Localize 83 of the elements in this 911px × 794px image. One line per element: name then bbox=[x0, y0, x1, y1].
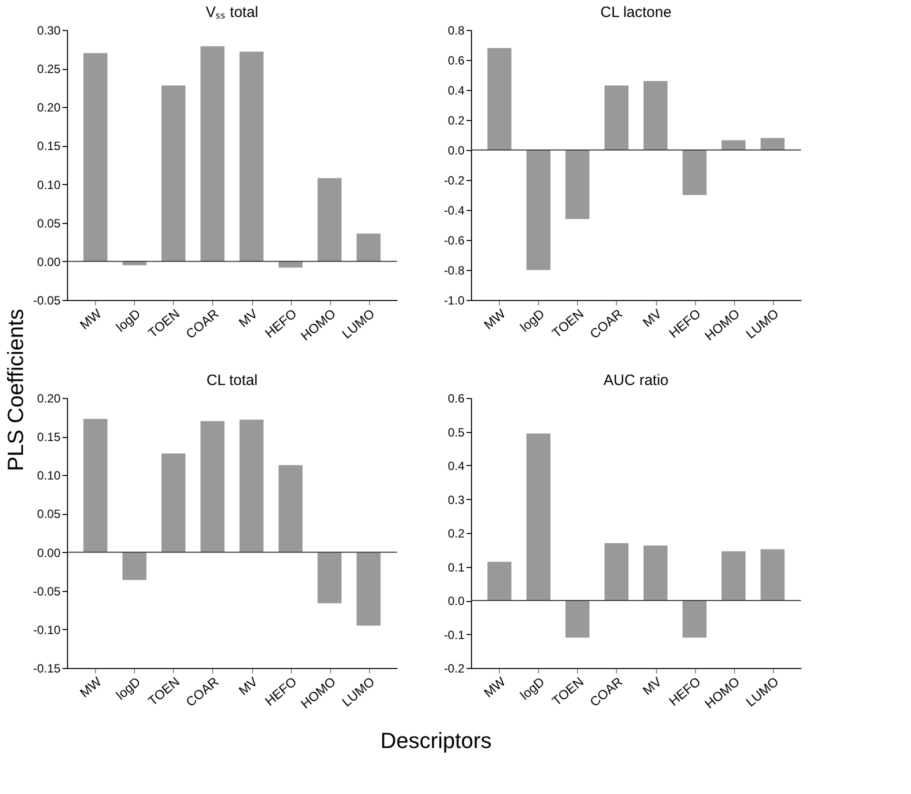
bar bbox=[682, 600, 707, 638]
y-tick-label: -0.6 bbox=[444, 234, 465, 248]
y-tick-label: 0.10 bbox=[37, 178, 61, 192]
x-tick-label: MV bbox=[236, 306, 261, 330]
x-tick-label: logD bbox=[517, 306, 548, 335]
x-tick-label: logD bbox=[113, 306, 144, 335]
bar bbox=[356, 552, 381, 626]
chart-title: CL lactone bbox=[600, 4, 672, 21]
bar bbox=[565, 150, 590, 219]
bar bbox=[722, 140, 746, 150]
y-tick-label: 0.15 bbox=[37, 139, 61, 154]
y-tick-label: 0.6 bbox=[448, 54, 465, 68]
y-tick-label: 0.0 bbox=[448, 594, 465, 608]
bar bbox=[200, 46, 224, 262]
bar bbox=[356, 234, 381, 262]
y-tick-label: -0.10 bbox=[33, 622, 61, 637]
y-tick-label: 0.20 bbox=[37, 392, 61, 406]
y-axis-title: PLS Coefficients bbox=[3, 308, 28, 472]
chart-title: AUC ratio bbox=[603, 372, 669, 389]
bar bbox=[760, 549, 785, 600]
bar bbox=[644, 545, 668, 600]
x-axis-title: Descriptors bbox=[380, 728, 492, 753]
y-tick-label: 0.00 bbox=[37, 254, 61, 269]
y-tick-label: 0.2 bbox=[448, 526, 465, 540]
y-tick-label: -0.4 bbox=[444, 204, 465, 218]
y-tick-label: 0.15 bbox=[37, 430, 61, 444]
y-tick-label: 0.30 bbox=[37, 24, 61, 38]
bar bbox=[83, 418, 108, 552]
y-tick-label: 0.5 bbox=[448, 425, 465, 440]
bar bbox=[604, 86, 628, 150]
y-tick-label: -0.15 bbox=[33, 662, 61, 676]
y-tick-label: -0.1 bbox=[444, 628, 465, 642]
x-tick-label: MW bbox=[480, 306, 509, 332]
y-tick-label: 0.3 bbox=[448, 492, 465, 507]
y-tick-label: 0.05 bbox=[37, 216, 61, 230]
chart-title: Vₛₛ total bbox=[206, 4, 258, 21]
bar bbox=[318, 552, 342, 604]
x-tick-label: MW bbox=[480, 674, 509, 700]
bar bbox=[682, 150, 707, 195]
bar bbox=[526, 433, 550, 600]
y-tick-label: 0.1 bbox=[448, 560, 465, 574]
y-tick-label: -1.0 bbox=[444, 294, 465, 308]
x-tick-label: logD bbox=[517, 674, 548, 703]
bar bbox=[526, 150, 550, 270]
bar bbox=[240, 52, 264, 262]
bar bbox=[487, 562, 512, 600]
chart-title: CL total bbox=[206, 372, 258, 389]
y-tick-label: 0.25 bbox=[37, 62, 61, 76]
y-tick-label: 0.2 bbox=[448, 114, 465, 128]
bar bbox=[760, 138, 785, 150]
x-tick-label: MV bbox=[640, 674, 665, 698]
bar bbox=[83, 53, 108, 262]
bar bbox=[200, 421, 224, 552]
y-tick-label: -0.05 bbox=[33, 294, 61, 308]
y-tick-label: -0.8 bbox=[444, 264, 465, 278]
bar bbox=[122, 552, 146, 580]
bar bbox=[565, 600, 590, 638]
x-tick-label: MV bbox=[236, 674, 261, 698]
bar bbox=[487, 48, 512, 150]
y-tick-label: -0.2 bbox=[444, 174, 465, 188]
x-tick-label: MW bbox=[76, 674, 105, 700]
x-tick-label: MW bbox=[76, 306, 105, 332]
bar bbox=[644, 81, 668, 150]
y-tick-label: 0.4 bbox=[448, 459, 465, 473]
x-tick-label: MV bbox=[640, 306, 665, 330]
y-tick-label: -0.2 bbox=[444, 662, 465, 676]
y-tick-label: 0.8 bbox=[448, 24, 465, 38]
y-tick-label: 0.05 bbox=[37, 507, 61, 522]
bar bbox=[318, 178, 342, 262]
y-tick-label: 0.0 bbox=[448, 144, 465, 158]
bar bbox=[604, 543, 628, 600]
bar bbox=[161, 86, 186, 262]
y-tick-label: 0.00 bbox=[37, 546, 61, 560]
bar bbox=[722, 551, 746, 600]
y-tick-label: 0.20 bbox=[37, 100, 61, 115]
y-tick-label: 0.4 bbox=[448, 84, 465, 98]
y-tick-label: 0.6 bbox=[448, 392, 465, 406]
y-tick-label: -0.05 bbox=[33, 584, 61, 598]
y-tick-label: 0.10 bbox=[37, 468, 61, 483]
bar bbox=[240, 420, 264, 552]
bar bbox=[278, 465, 303, 552]
x-tick-label: logD bbox=[113, 674, 144, 703]
bar bbox=[161, 454, 186, 552]
